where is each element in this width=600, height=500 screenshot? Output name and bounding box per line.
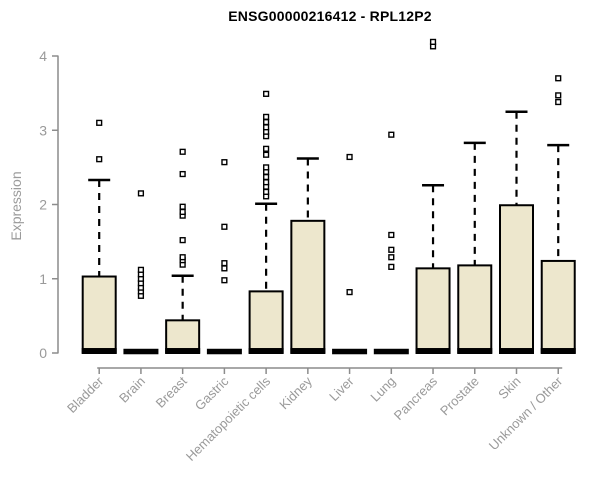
median-line <box>499 348 534 354</box>
outlier-point <box>388 263 395 270</box>
y-tick-label: 3 <box>39 122 47 138</box>
median-line <box>165 348 201 354</box>
median-line <box>123 348 159 355</box>
box <box>290 219 326 354</box>
outlier-point <box>179 237 186 244</box>
outlier-point <box>388 231 395 239</box>
median-line <box>332 348 368 355</box>
outlier-point <box>555 98 562 106</box>
x-tick-label: Kidney <box>276 373 315 412</box>
outlier-point <box>346 153 353 161</box>
y-tick-label: 4 <box>39 48 47 64</box>
box <box>540 259 576 354</box>
x-tick-label: Gastric <box>192 373 232 413</box>
box <box>81 275 117 354</box>
box <box>499 204 534 354</box>
x-tick-label: Unknown / Other <box>486 373 566 453</box>
outlier-point <box>221 223 228 230</box>
outlier-point <box>388 131 395 138</box>
outlier-point <box>429 38 437 45</box>
x-tick-label: Breast <box>153 373 190 410</box>
outlier-point <box>263 113 270 120</box>
box <box>248 290 284 354</box>
x-tick-label: Lung <box>367 374 398 405</box>
outlier-point <box>179 208 186 216</box>
median-line <box>81 348 117 354</box>
outlier-point <box>388 246 395 253</box>
outlier-point <box>179 170 186 178</box>
x-tick-label: Bladder <box>64 373 107 416</box>
median-line <box>457 348 493 354</box>
outlier-point <box>388 254 395 261</box>
x-tick-label: Brain <box>116 374 148 406</box>
x-tick-label: Liver <box>326 373 357 404</box>
outlier-point <box>221 265 228 272</box>
median-line <box>415 348 451 354</box>
outlier-point <box>179 254 186 261</box>
y-axis-title: Expression <box>8 171 24 241</box>
median-line <box>290 348 326 354</box>
outlier-point <box>179 203 186 210</box>
y-tick-label: 2 <box>39 197 47 213</box>
x-tick-label: Skin <box>495 374 523 402</box>
outlier-point <box>263 151 270 158</box>
median-line <box>540 348 576 354</box>
y-tick-label: 0 <box>39 345 47 361</box>
outlier-point <box>263 145 270 152</box>
outlier-point <box>179 148 186 155</box>
outlier-point <box>555 75 562 82</box>
outlier-point <box>263 179 270 186</box>
outlier-point <box>221 277 228 284</box>
x-tick-label: Pancreas <box>391 373 441 423</box>
outlier-point <box>263 164 270 171</box>
chart-title: ENSG00000216412 - RPL12P2 <box>228 8 432 24</box>
box <box>415 267 451 355</box>
median-line <box>206 348 242 355</box>
y-tick-label: 1 <box>39 271 47 287</box>
outlier-point <box>346 289 353 296</box>
outlier-point <box>137 190 145 197</box>
outlier-point <box>96 119 103 126</box>
box <box>457 264 493 355</box>
outlier-point <box>221 260 228 267</box>
outlier-point <box>263 188 270 195</box>
outlier-point <box>263 124 270 131</box>
outlier-point <box>221 159 228 166</box>
outlier-point <box>263 90 270 97</box>
outlier-point <box>263 118 270 126</box>
outlier-point <box>96 156 103 163</box>
median-line <box>248 348 284 354</box>
outlier-point <box>555 92 562 99</box>
x-tick-label: Prostate <box>437 374 482 419</box>
outlier-point <box>137 266 145 273</box>
outlier-point <box>263 173 270 181</box>
median-line <box>373 348 409 355</box>
